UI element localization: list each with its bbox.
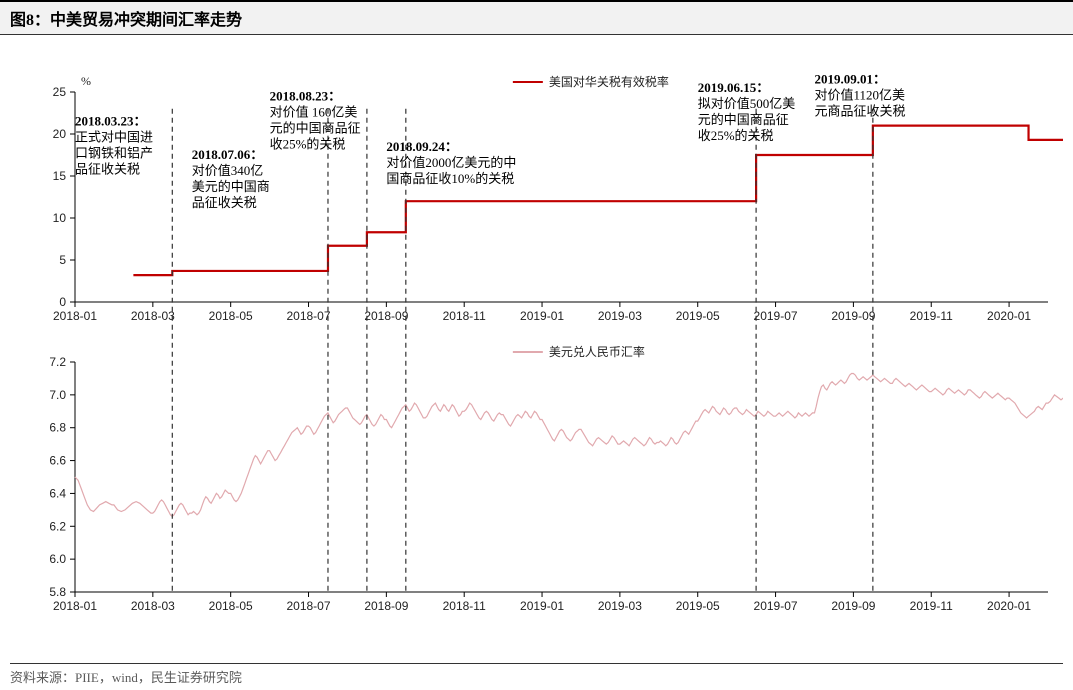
event-body: 对价值 160亿美 (270, 104, 358, 119)
bot-xtick: 2019-07 (754, 599, 798, 613)
bot-axis (75, 362, 1048, 592)
bot-ytick: 6.2 (49, 519, 66, 533)
top-ytick: 5 (59, 253, 66, 267)
top-xtick: 2020-01 (987, 309, 1031, 323)
event-body: 正式对中国进 (75, 130, 153, 145)
event-date: 2018.07.06： (192, 147, 264, 162)
event-body: 对价值340亿 (192, 163, 264, 178)
event-body: 美元的中国商 (192, 179, 270, 194)
bot-xtick: 2018-07 (286, 599, 330, 613)
top-unit: % (81, 74, 91, 88)
event-body: 收25%的关税 (270, 136, 346, 151)
figure-title: 图8：中美贸易冲突期间汇率走势 (0, 0, 1073, 34)
bot-xtick: 2019-05 (676, 599, 720, 613)
top-xtick: 2019-11 (910, 309, 953, 323)
top-xtick: 2018-09 (364, 309, 408, 323)
top-xtick: 2019-09 (831, 309, 875, 323)
top-ytick: 15 (53, 169, 67, 183)
bot-ytick: 6.8 (49, 421, 66, 435)
event-body: 品征收关税 (192, 195, 257, 210)
bot-ytick: 5.8 (49, 585, 66, 599)
bot-xtick: 2019-11 (910, 599, 953, 613)
top-xtick: 2019-05 (676, 309, 720, 323)
event-body: 口钢铁和铝产 (75, 146, 153, 161)
bot-xtick: 2020-01 (987, 599, 1031, 613)
bot-ytick: 6.4 (49, 486, 66, 500)
top-ytick: 0 (59, 295, 66, 309)
top-ytick: 20 (53, 127, 67, 141)
bot-xtick: 2018-11 (443, 599, 486, 613)
event-body: 元商品征收关税 (814, 104, 905, 119)
fx-line (75, 374, 1063, 517)
chart-svg: 0 5 10 15 20 25% 2018-01 2018-03 2018-05 2018-07 2… (10, 32, 1063, 652)
top-xtick: 2018-03 (131, 309, 175, 323)
top-ytick: 25 (53, 85, 67, 99)
event-date: 2018.09.24： (386, 139, 458, 154)
event-body: 元的中国商品征 (270, 120, 361, 135)
top-xtick: 2019-01 (520, 309, 564, 323)
bot-xtick: 2019-09 (831, 599, 875, 613)
bot-legend: 美元兑人民币汇率 (549, 344, 645, 359)
bot-xtick: 2018-03 (131, 599, 175, 613)
bot-xtick: 2018-09 (364, 599, 408, 613)
top-xtick: 2019-03 (598, 309, 642, 323)
event-body: 元的中国商品征 (698, 112, 789, 127)
event-date: 2019.09.01： (814, 72, 886, 87)
event-body: 对价值2000亿美元的中 (386, 155, 516, 170)
event-body: 国商品征收10%的关税 (386, 171, 514, 186)
event-body: 对价值1120亿美 (814, 88, 905, 103)
top-xtick: 2018-11 (443, 309, 486, 323)
event-body: 收25%的关税 (698, 128, 774, 143)
bot-ytick: 7.2 (49, 355, 66, 369)
top-xtick: 2019-07 (754, 309, 798, 323)
bot-ytick: 6.0 (49, 552, 66, 566)
bot-ytick: 7.0 (49, 388, 66, 402)
top-xtick: 2018-07 (286, 309, 330, 323)
chart-area: 0 5 10 15 20 25% 2018-01 2018-03 2018-05 2018-07 2… (10, 32, 1063, 660)
event-date: 2019.06.15： (698, 80, 770, 95)
top-ytick: 10 (53, 211, 67, 225)
source-line: 资料来源：PIIE，wind，民生证券研究院 (10, 663, 1063, 686)
event-date: 2018.03.23： (75, 114, 147, 129)
event-body: 品征收关税 (75, 162, 140, 177)
bot-xtick: 2019-03 (598, 599, 642, 613)
event-date: 2018.08.23： (270, 88, 342, 103)
top-xtick: 2018-05 (209, 309, 253, 323)
bot-ytick: 6.6 (49, 454, 66, 468)
top-legend: 美国对华关税有效税率 (549, 74, 669, 89)
top-xtick: 2018-01 (53, 309, 97, 323)
bot-xtick: 2018-01 (53, 599, 97, 613)
event-body: 拟对价值500亿美 (698, 96, 796, 111)
bot-xtick: 2019-01 (520, 599, 564, 613)
bot-xtick: 2018-05 (209, 599, 253, 613)
